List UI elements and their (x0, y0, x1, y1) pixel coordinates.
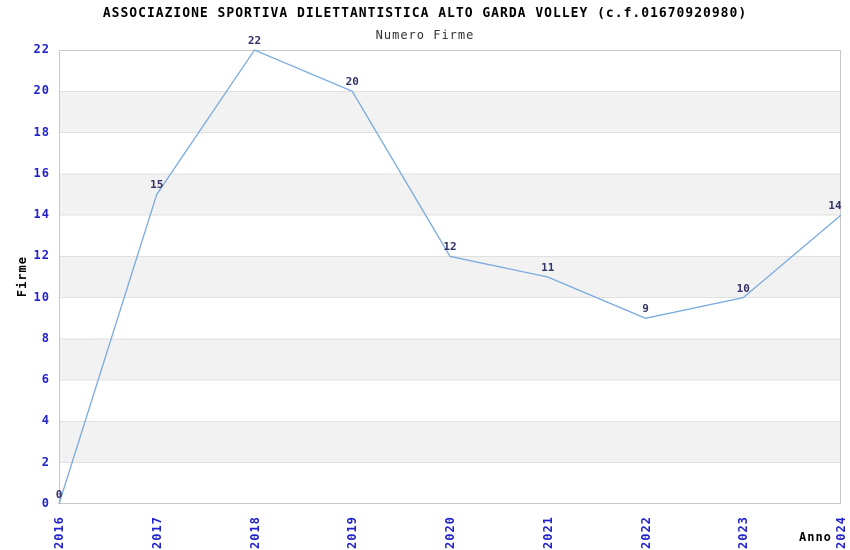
y-tick-label: 0 (41, 496, 50, 510)
x-tick-label: 2024 (834, 516, 848, 549)
data-point-label: 22 (247, 34, 262, 47)
chart-subtitle: Numero Firme (375, 28, 475, 42)
y-tick-label: 6 (41, 372, 50, 387)
data-point-label: 15 (150, 178, 164, 192)
x-tick-label: 2023 (736, 516, 751, 549)
y-tick-label: 8 (41, 330, 50, 345)
x-tick-label: 2022 (638, 516, 653, 549)
data-point-label: 0 (55, 488, 63, 501)
y-tick-label: 12 (33, 248, 50, 263)
data-point-label: 9 (642, 302, 649, 316)
plot-band (59, 338, 841, 381)
x-tick-label: 2018 (247, 516, 262, 549)
plot-band (59, 91, 841, 133)
data-series-line (58, 49, 842, 505)
plot-border (59, 50, 841, 504)
y-tick-label: 22 (33, 42, 50, 56)
y-tick-label: 2 (41, 454, 50, 469)
x-tick-label: 2017 (149, 516, 164, 549)
x-tick-label: 2020 (443, 516, 457, 549)
data-point-label: 12 (443, 240, 457, 254)
x-axis-title: Anno (799, 530, 832, 544)
plot-band (59, 421, 841, 463)
x-tick-label: 2019 (345, 516, 360, 549)
y-tick-label: 20 (33, 83, 50, 98)
y-tick-label: 10 (33, 289, 50, 304)
x-tick-label: 2016 (52, 516, 66, 549)
plot-band (59, 173, 841, 216)
x-tick-label: 2021 (540, 516, 555, 549)
data-point-label: 10 (736, 281, 750, 295)
data-point-label: 11 (541, 261, 555, 274)
chart-title: ASSOCIAZIONE SPORTIVA DILETTANTISTICA AL… (102, 6, 748, 21)
y-tick-label: 4 (41, 413, 50, 428)
plot-band (59, 256, 841, 298)
y-tick-label: 18 (33, 124, 50, 139)
y-tick-label: 14 (33, 207, 50, 222)
data-point-label: 14 (828, 199, 842, 213)
y-tick-label: 16 (33, 165, 50, 180)
data-point-label: 20 (345, 75, 359, 89)
